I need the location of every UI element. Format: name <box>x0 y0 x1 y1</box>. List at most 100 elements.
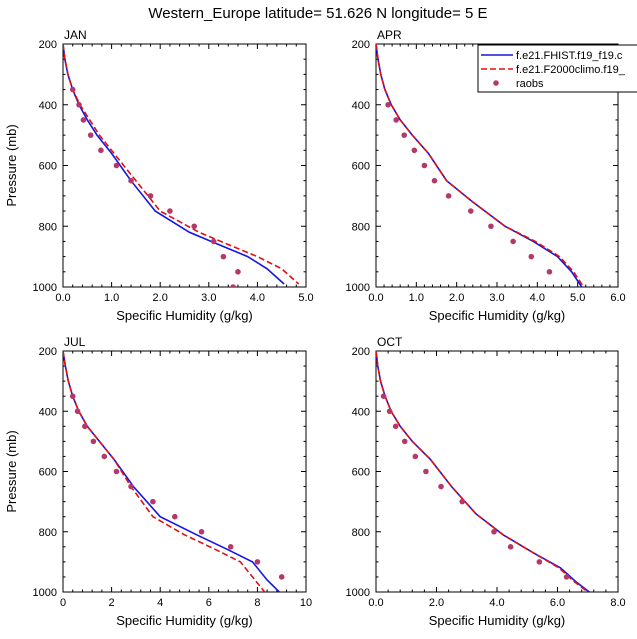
legend-entry-label: f.e21.F2000climo.f19_ <box>516 64 626 76</box>
x-tick-label: 10 <box>300 597 312 609</box>
x-tick-label: 2.0 <box>153 292 168 304</box>
x-tick-label: 3.0 <box>489 292 504 304</box>
y-tick-label: 400 <box>39 100 57 112</box>
y-tick-label: 600 <box>39 467 57 479</box>
y-tick-label: 400 <box>352 406 370 418</box>
y-tick-label: 200 <box>352 346 370 358</box>
y-tick-label: 800 <box>39 221 57 233</box>
raobs-point <box>510 238 516 245</box>
x-tick-label: 2.0 <box>429 597 444 609</box>
raobs-point <box>220 253 227 260</box>
figure-title: Western_Europe latitude= 51.626 N longit… <box>148 5 487 22</box>
raobs-point <box>191 223 198 230</box>
plot-frame <box>375 350 619 593</box>
raobs-point <box>423 468 429 475</box>
y-tick-label: 400 <box>39 406 57 418</box>
y-tick-label: 1000 <box>33 587 57 599</box>
x-tick-label: 4.0 <box>250 292 265 304</box>
series-f2000climo-line <box>63 351 266 592</box>
panel-label: APR <box>377 28 402 42</box>
x-tick-label: 0.0 <box>55 292 70 304</box>
raobs-point <box>230 284 236 287</box>
raobs-point <box>546 269 553 275</box>
raobs-point <box>431 177 438 184</box>
panel-oct: 0.0 2.0 4.0 6.0 8.0 200 400 600 800 1000 OCT Specif… <box>346 335 626 628</box>
raobs-point <box>101 453 108 460</box>
x-tick-label: 8.0 <box>610 597 625 609</box>
raobs-point <box>536 559 543 565</box>
x-tick-label: 0.0 <box>368 597 383 609</box>
raobs-point <box>459 498 466 505</box>
raobs-point <box>76 101 82 108</box>
raobs-point <box>438 483 444 490</box>
series-layer <box>63 44 300 287</box>
x-tick-label: 2 <box>109 597 115 609</box>
x-tick-label: 0 <box>60 597 66 609</box>
raobs-point <box>380 393 387 399</box>
y-tick-label: 600 <box>39 161 57 173</box>
raobs-point <box>235 269 241 275</box>
panel-label: JAN <box>64 28 87 42</box>
raobs-point <box>147 193 154 199</box>
legend-entry-label: raobs <box>516 78 544 90</box>
x-tick-label: 0.0 <box>368 292 383 304</box>
raobs-point <box>198 528 205 535</box>
y-tick-label: 400 <box>352 100 370 112</box>
series-fhist-line <box>376 351 590 592</box>
legend-entry-label: f.e21.FHIST.f19_f19.c <box>516 50 623 62</box>
raobs-point <box>392 423 399 430</box>
x-tick-label: 4.0 <box>530 292 545 304</box>
plot-frame <box>62 43 307 288</box>
x-tick-label: 1.0 <box>409 292 424 304</box>
series-fhist-line <box>63 351 280 592</box>
raobs-point <box>278 574 285 580</box>
panels: 0.0 1.0 2.0 3.0 4.0 5.0 200 400 600 800 1000 JAN Spe… <box>4 28 626 628</box>
y-tick-label: 600 <box>352 467 370 479</box>
raobs-point <box>386 408 393 415</box>
raobs-point <box>167 208 173 214</box>
raobs-point <box>254 559 261 565</box>
raobs-point <box>401 132 408 138</box>
raobs-point <box>411 147 418 154</box>
raobs-point <box>113 468 120 475</box>
y-tick-label: 800 <box>39 527 57 539</box>
x-axis-label: Specific Humidity (g/kg) <box>429 613 566 628</box>
x-tick-label: 6 <box>206 597 212 609</box>
x-tick-label: 3.0 <box>201 292 216 304</box>
panel-jul: 0 2 4 6 8 10 200 400 600 800 1000 JUL Specific Humid… <box>4 335 312 628</box>
raobs-point <box>82 423 88 430</box>
x-tick-label: 5.0 <box>570 292 585 304</box>
raobs-point <box>171 513 178 520</box>
raobs-point <box>445 193 452 199</box>
raobs-point <box>128 483 134 490</box>
raobs-point <box>87 132 94 138</box>
raobs-point <box>210 238 217 245</box>
raobs-point <box>488 223 494 230</box>
y-axis-label: Pressure (mb) <box>4 430 19 512</box>
y-tick-label: 800 <box>352 221 370 233</box>
x-tick-label: 2.0 <box>449 292 464 304</box>
x-axis-label: Specific Humidity (g/kg) <box>116 613 253 628</box>
x-tick-label: 6.0 <box>550 597 565 609</box>
y-axis-label: Pressure (mb) <box>4 124 19 206</box>
y-tick-label: 200 <box>39 346 57 358</box>
raobs-point <box>467 208 474 214</box>
panel-label: OCT <box>377 335 403 349</box>
x-tick-label: 6.0 <box>610 292 625 304</box>
series-f2000climo-line <box>376 351 589 592</box>
raobs-point <box>113 162 120 169</box>
y-tick-label: 1000 <box>33 282 57 294</box>
legend: f.e21.FHIST.f19_f19.c f.e21.F2000climo.f1… <box>477 44 637 93</box>
series-f2000climo-line <box>63 44 300 285</box>
raobs-point <box>227 544 234 550</box>
raobs-point <box>90 438 97 445</box>
raobs-point <box>80 117 87 123</box>
series-layer <box>376 44 585 287</box>
panel-jan: 0.0 1.0 2.0 3.0 4.0 5.0 200 400 600 800 1000 JAN Spe… <box>4 28 314 323</box>
x-tick-label: 4.0 <box>489 597 504 609</box>
y-tick-label: 800 <box>352 527 370 539</box>
x-tick-label: 8 <box>254 597 260 609</box>
x-tick-label: 1.0 <box>104 292 119 304</box>
raobs-point <box>563 574 570 580</box>
